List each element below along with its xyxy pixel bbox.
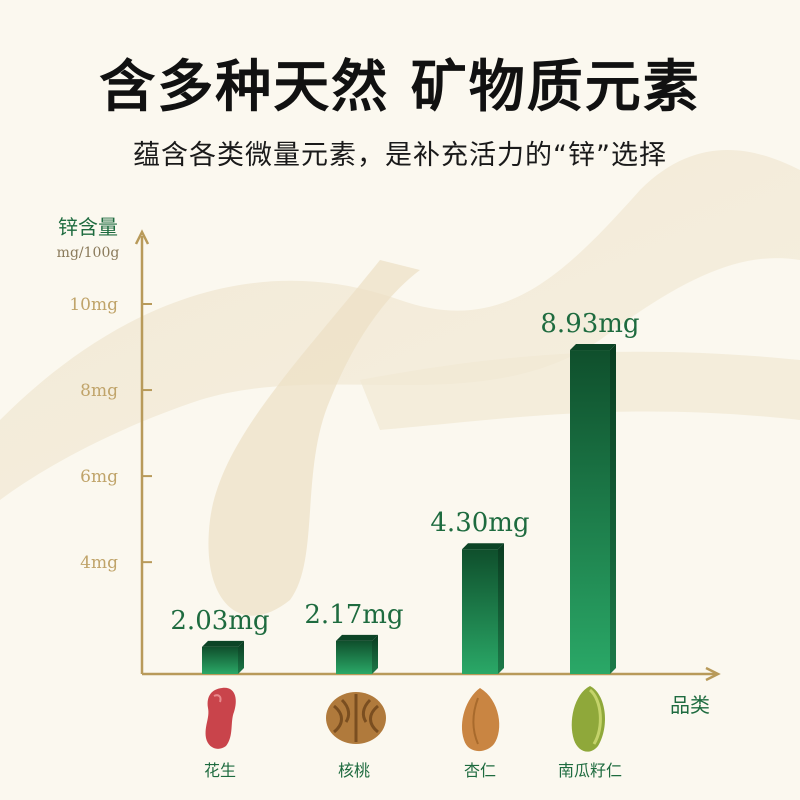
category-label: 核桃 [338, 761, 370, 780]
y-tick-label: 6mg [80, 467, 118, 487]
walnut-icon [326, 692, 386, 744]
page-title: 含多种天然 矿物质元素 [99, 54, 701, 120]
bar [202, 646, 238, 674]
bar-side [498, 543, 504, 674]
bar [336, 640, 372, 674]
y-axis-label: 锌含量 [58, 215, 118, 239]
category-label: 杏仁 [464, 761, 496, 780]
bar [570, 350, 610, 674]
y-tick-label: 10mg [69, 295, 118, 315]
category-label: 花生 [204, 761, 236, 780]
bar-top [336, 634, 378, 641]
bar-top [202, 640, 244, 647]
x-axis-arrow [705, 666, 721, 682]
data-label: 4.30mg [430, 508, 529, 538]
x-axis-label: 品类 [670, 693, 710, 717]
almond-icon [461, 688, 500, 752]
bar-side [238, 640, 244, 674]
bar-side [372, 634, 378, 674]
category-label: 南瓜籽仁 [558, 761, 622, 780]
bar-side [610, 344, 616, 674]
data-label: 2.03mg [170, 606, 269, 636]
page-subtitle: 蕴含各类微量元素，是补充活力的“锌”选择 [133, 140, 667, 171]
bar-top [462, 543, 504, 550]
y-tick-label: 4mg [80, 553, 118, 573]
bar [462, 549, 498, 674]
y-axis-arrow [134, 229, 150, 245]
peanut-icon [205, 687, 236, 749]
y-axis-unit: mg/100g [57, 245, 120, 261]
data-label: 2.17mg [304, 600, 403, 630]
bar-top [570, 344, 616, 351]
y-tick-label: 8mg [80, 381, 118, 401]
data-label: 8.93mg [540, 309, 639, 339]
pumpkin-seed-icon [571, 686, 605, 752]
